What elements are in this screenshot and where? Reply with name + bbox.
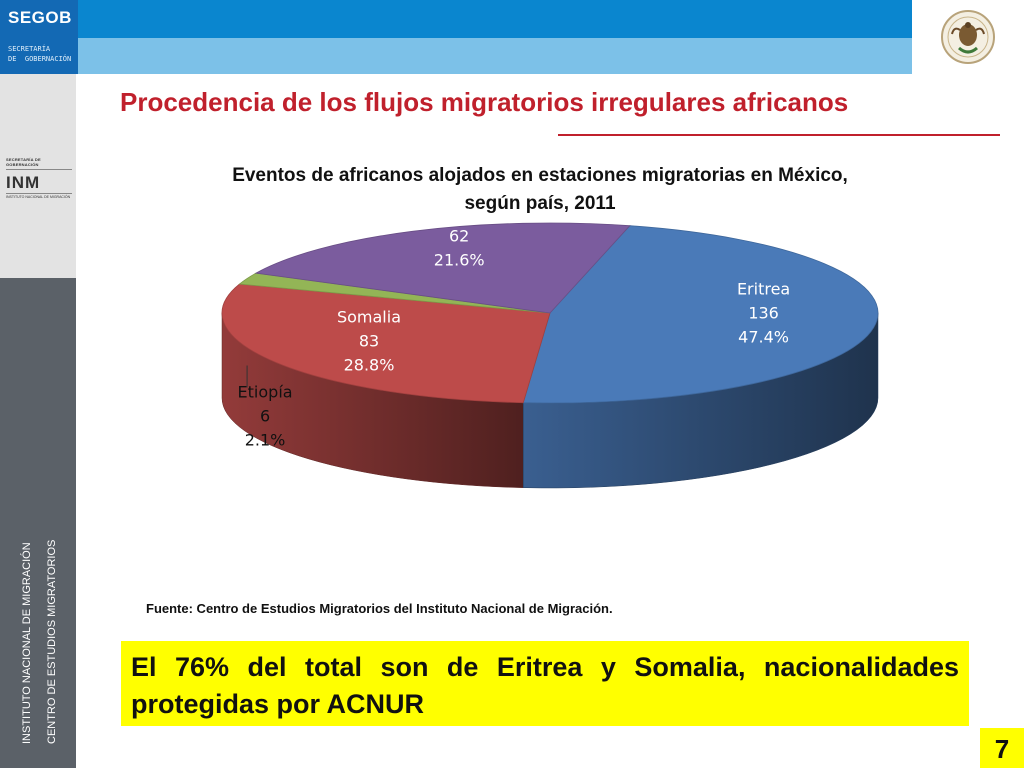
sidebar-bottom <box>0 278 76 768</box>
inm-logo-mark: INM <box>6 173 41 192</box>
callout-text: El 76% del total son de Eritrea y Somali… <box>131 652 959 719</box>
pie-slice-eritrea <box>522 225 879 404</box>
brand-name: SEGOB <box>8 8 72 27</box>
source-note: Fuente: Centro de Estudios Migratorios d… <box>146 601 613 616</box>
pie-labels: Eritrea 136 47.4% Somalia 83 28.8% Etiopía 6 2.1… <box>238 203 791 450</box>
slice-label-otras: Otras 62 21.6% <box>434 203 485 270</box>
title-divider <box>558 134 1000 136</box>
brand-subtitle: SECRETARÍA DE GOBERNACIÓN <box>8 45 72 63</box>
pie-slice-otras <box>254 222 631 314</box>
inm-logo-top: SECRETARÍA DE GOBERNACIÓN <box>6 157 72 170</box>
slice-label-somalia: Somalia 83 28.8% <box>337 307 401 374</box>
page-number: 7 <box>980 728 1024 768</box>
slice-label-eritrea: Eritrea 136 47.4% <box>737 280 790 347</box>
page-title: Procedencia de los flujos migratorios ir… <box>120 87 849 117</box>
sidebar-top <box>0 74 76 278</box>
slice-label-etiopia: Etiopía 6 2.1% <box>238 382 293 449</box>
mexico-coat-of-arms-icon <box>941 10 995 64</box>
pie-tops <box>221 222 879 404</box>
callout-box: El 76% del total son de Eritrea y Somali… <box>121 641 969 726</box>
chart-title: Eventos de africanos alojados en estacio… <box>232 165 848 186</box>
header-band <box>0 0 912 38</box>
chart-subtitle: según país, 2011 <box>464 193 616 214</box>
inm-logo-bottom: INSTITUTO NACIONAL DE MIGRACIÓN <box>6 193 72 199</box>
seal-area <box>912 0 1024 74</box>
segob-logo: SEGOB SECRETARÍA DE GOBERNACIÓN <box>0 0 78 74</box>
inm-logo: SECRETARÍA DE GOBERNACIÓN INM INSTITUTO … <box>6 157 72 199</box>
header-band-light <box>78 38 912 74</box>
chart-title-block: Eventos de africanos alojados en estacio… <box>100 162 980 218</box>
pie-slice-somalia <box>221 283 551 404</box>
